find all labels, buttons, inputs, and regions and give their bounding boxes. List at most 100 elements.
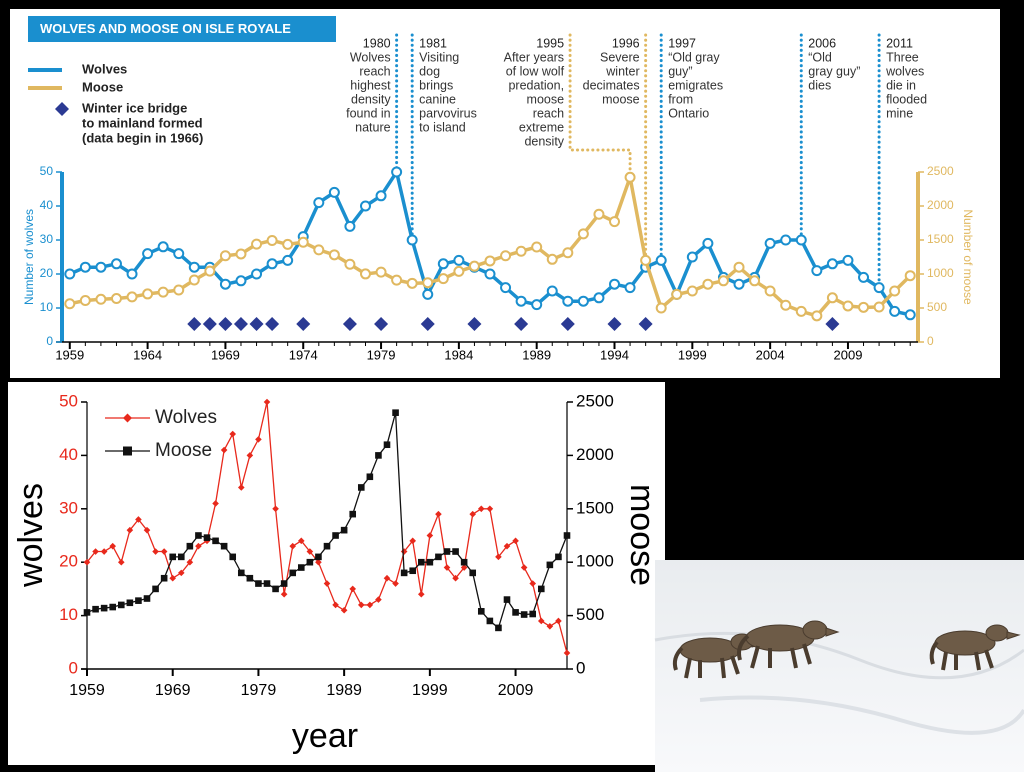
data-point <box>702 278 714 290</box>
data-point <box>313 197 325 209</box>
data-point <box>593 292 605 304</box>
annotation-text: extreme <box>519 120 564 134</box>
data-point <box>195 532 202 539</box>
data-point <box>469 510 477 518</box>
data-point <box>188 261 200 273</box>
y2-tick-label: 2000 <box>927 198 954 212</box>
data-point <box>555 553 562 561</box>
x-tick-label: 1989 <box>326 682 362 699</box>
annotation-text: nature <box>355 120 390 134</box>
x-tick-label: 2009 <box>498 682 534 699</box>
data-point <box>359 268 371 280</box>
annotation-text: After years <box>504 50 564 64</box>
data-point <box>560 317 575 331</box>
y-tick-label: 10 <box>40 300 54 314</box>
data-point <box>177 553 185 561</box>
y2-tick-label: 500 <box>576 605 604 624</box>
data-point <box>280 590 288 598</box>
annotation-text: to island <box>419 120 466 134</box>
data-point <box>349 585 357 593</box>
data-point <box>157 286 169 298</box>
y2-axis-title: moose <box>623 484 661 586</box>
data-point <box>332 532 339 539</box>
data-point <box>392 580 399 587</box>
data-point <box>391 274 403 286</box>
data-point <box>467 317 482 331</box>
annotation-text: Severe <box>600 50 640 64</box>
data-point <box>313 244 325 256</box>
data-point <box>235 275 247 287</box>
data-point <box>186 542 194 550</box>
x-tick-label: 1989 <box>522 347 551 362</box>
data-point <box>764 237 776 249</box>
data-point <box>173 248 185 260</box>
annotation-year: 1995 <box>536 36 564 50</box>
data-point <box>126 599 134 607</box>
annotation-text: gray guy” <box>808 64 860 78</box>
y-tick-label: 30 <box>59 498 78 517</box>
data-point <box>266 234 278 246</box>
data-point <box>873 282 885 294</box>
data-point <box>64 298 76 310</box>
y-tick-label: 40 <box>59 445 78 464</box>
data-point <box>289 569 297 577</box>
annotation-text: flooded <box>886 92 927 106</box>
data-point <box>306 548 314 555</box>
data-point <box>624 171 636 183</box>
data-point <box>686 285 698 297</box>
data-point <box>92 605 99 613</box>
data-point <box>443 564 451 571</box>
data-point <box>609 216 621 228</box>
data-point <box>733 278 745 290</box>
annotation-text: moose <box>527 92 565 106</box>
data-point <box>460 558 468 566</box>
data-point <box>152 548 159 555</box>
data-point <box>503 542 511 550</box>
data-point <box>202 317 217 331</box>
data-point <box>342 317 357 331</box>
data-point <box>64 268 76 280</box>
data-point <box>437 273 449 285</box>
data-point <box>83 558 91 566</box>
data-point <box>858 271 870 283</box>
data-point <box>495 624 502 632</box>
data-point <box>546 622 554 630</box>
annotation-text: parvovirus <box>419 106 477 120</box>
legend-label: Winter ice bridge <box>82 100 187 115</box>
data-point <box>375 452 382 459</box>
annotation-year: 1981 <box>419 36 447 50</box>
legend-label: Wolves <box>82 61 127 76</box>
y2-tick-label: 1000 <box>927 266 954 280</box>
data-point <box>79 295 91 307</box>
x-tick-label: 2009 <box>834 347 863 362</box>
data-point <box>486 617 494 625</box>
data-point <box>858 301 870 313</box>
data-point <box>229 553 237 561</box>
data-point <box>749 275 761 287</box>
data-point <box>160 574 168 582</box>
y-tick-label: 20 <box>40 266 54 280</box>
y-tick-label: 50 <box>40 164 54 178</box>
data-point <box>160 548 168 555</box>
data-point <box>204 265 216 277</box>
data-point <box>503 596 511 603</box>
data-point <box>263 398 271 406</box>
x-tick-label: 1964 <box>133 347 162 362</box>
data-point <box>212 500 219 507</box>
annotation-year: 1997 <box>668 36 696 50</box>
annotation-year: 2006 <box>808 36 836 50</box>
data-point <box>453 254 465 266</box>
data-point <box>417 590 425 598</box>
annotation-text: density <box>351 92 391 106</box>
data-point <box>904 309 916 321</box>
annotation-text: wolves <box>885 64 924 78</box>
data-point <box>135 597 142 604</box>
data-point <box>391 166 403 178</box>
data-point <box>469 569 477 577</box>
data-point <box>349 510 357 518</box>
x-tick-label: 1974 <box>289 347 318 362</box>
data-point <box>764 285 776 297</box>
annotation-text: emigrates <box>668 78 723 92</box>
data-point <box>515 245 527 257</box>
annotation-year: 2011 <box>886 36 913 50</box>
